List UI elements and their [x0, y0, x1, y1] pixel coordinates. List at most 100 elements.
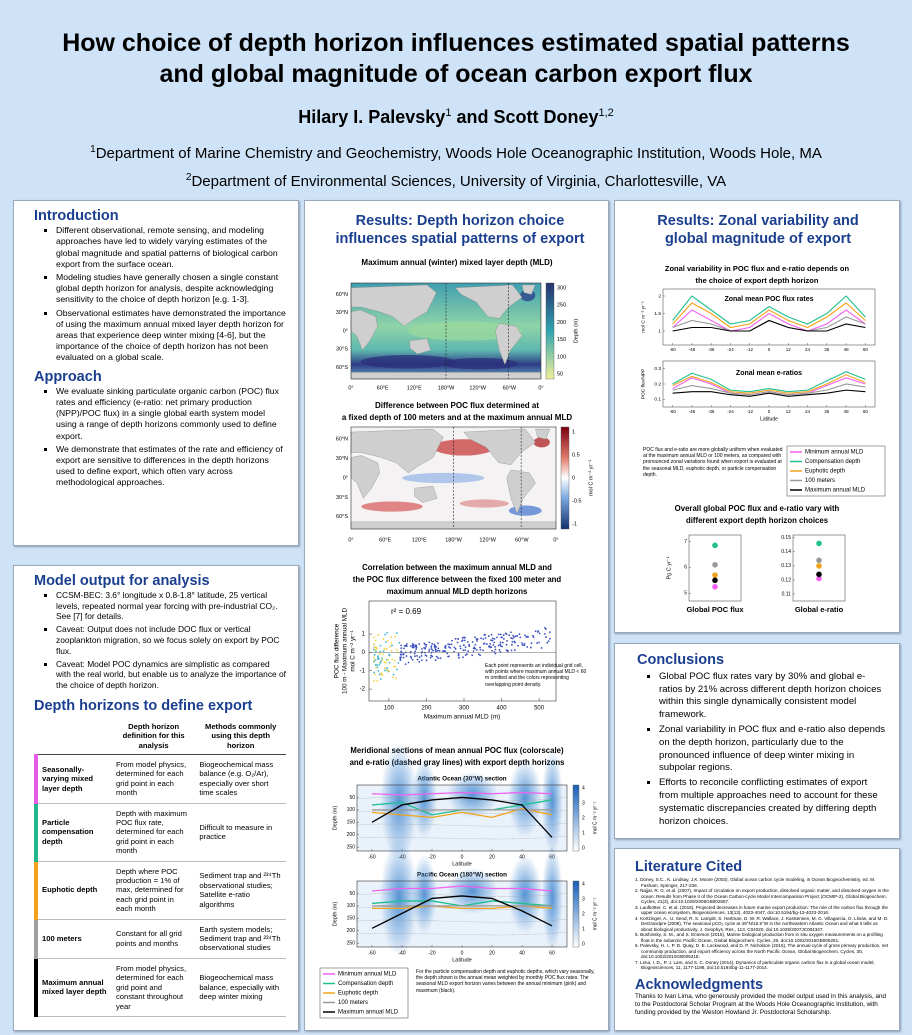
- scatter-point: [479, 646, 481, 649]
- scatter-point: [429, 656, 432, 659]
- scatter-point: [454, 647, 457, 650]
- scatter-point: [491, 637, 494, 640]
- y-tick-label: 50: [349, 795, 355, 801]
- scatter-point: [514, 635, 517, 637]
- x-tick-label: 20: [489, 854, 495, 860]
- scatter-point: [519, 636, 522, 639]
- scatter-point: [430, 645, 433, 648]
- land: [463, 428, 536, 465]
- scatter-point: [404, 663, 407, 666]
- bullet: Zonal variability in POC flux and e-rati…: [659, 724, 887, 775]
- flux-shading: [447, 771, 498, 819]
- lon-label: 120°W: [479, 537, 496, 543]
- y-tick-label: 250: [347, 845, 356, 851]
- colorbar-tick-label: 3: [582, 800, 585, 806]
- e-ratio-contour: [356, 796, 568, 801]
- scatter-point: [428, 641, 431, 644]
- map-shading: [533, 437, 550, 448]
- row-label: Particle compensation depth: [34, 803, 112, 862]
- x-tick-label: -36: [708, 409, 715, 414]
- scatter-point: [545, 636, 547, 638]
- y-tick-label: 0.11: [782, 591, 792, 597]
- colorbar-label: mol C m⁻² yr⁻¹: [592, 801, 598, 834]
- bullet: Different observational, remote sensing,…: [56, 225, 286, 270]
- scatter-point: [384, 633, 387, 636]
- author-sup: 1,2: [598, 107, 614, 119]
- scatter-point: [439, 657, 442, 660]
- x-tick-label: 500: [534, 706, 545, 712]
- scatter-point: [374, 646, 376, 649]
- y-tick-label: 5: [684, 591, 687, 597]
- scatter-point: [414, 650, 417, 653]
- scatter-point: [433, 645, 436, 648]
- y-axis-label: POC flux difference: [334, 623, 341, 678]
- section-heading: Conclusions: [637, 652, 725, 668]
- figure-note-box: For the particle compensation depth and …: [416, 969, 595, 994]
- scatter-point: [527, 636, 529, 638]
- y-tick-label: 6: [684, 565, 687, 571]
- lat-label: 60°S: [336, 514, 348, 520]
- reference: 6. Palevsky, H. I., P. D. Quay, D. E. Lo…: [635, 943, 889, 959]
- scatter-point: [494, 652, 497, 655]
- zonal-line: [672, 374, 866, 394]
- colorbar-tick-label: 0.5: [572, 452, 580, 458]
- land: [350, 309, 378, 351]
- scatter-point: [373, 653, 376, 656]
- scatter-point: [398, 641, 401, 644]
- definition-cell: From model physics, determined for each …: [112, 754, 196, 804]
- row-label: Euphotic depth: [34, 861, 112, 920]
- scatter-point: [390, 636, 392, 639]
- y-tick-label: 0.15: [781, 535, 791, 541]
- affiliation: 2Department of Environmental Sciences, U…: [0, 166, 912, 194]
- scatter-point: [405, 643, 408, 646]
- scatter-point: [464, 636, 466, 639]
- y-axis-label: mol C m⁻² yr⁻¹: [350, 630, 357, 671]
- figure-note: Each point represents an individual grid…: [485, 663, 587, 688]
- scatter-point: [473, 646, 476, 649]
- global-dot: [816, 557, 822, 564]
- scatter-point: [382, 650, 385, 652]
- scatter-point: [434, 646, 436, 649]
- colorbar-tick-label: 1: [582, 830, 585, 836]
- scatter-point: [411, 642, 414, 645]
- scatter-point: [444, 647, 447, 649]
- colorbar: [572, 880, 580, 948]
- scatter-point: [395, 632, 398, 635]
- table-row: Particle compensation depth Depth with ma…: [34, 803, 286, 862]
- author-joiner: and: [456, 107, 489, 127]
- scatter-point: [491, 639, 494, 642]
- x-tick-label: 60: [863, 347, 869, 352]
- scatter-point: [399, 659, 402, 662]
- colorbar-tick-label: 0: [572, 475, 575, 481]
- title: How choice of depth horizon influences e…: [0, 28, 912, 90]
- colorbar-tick-label: 200: [557, 320, 566, 326]
- lat-label: 30°N: [336, 310, 348, 316]
- scatter-point: [487, 635, 490, 638]
- scatter-point: [532, 636, 535, 639]
- scatter-point: [537, 629, 540, 632]
- scatter-point: [411, 658, 414, 661]
- legend-label: Minimum annual MLD: [338, 972, 397, 978]
- scatter-point: [437, 647, 440, 650]
- map-shading: [459, 499, 509, 508]
- scatter-point: [380, 672, 383, 674]
- y-tick-label: 200: [347, 928, 356, 934]
- scatter-point: [400, 653, 403, 656]
- scatter-point: [395, 677, 397, 680]
- scatter-point: [493, 641, 496, 644]
- scatter-point: [375, 650, 377, 653]
- scatter-point: [425, 659, 428, 662]
- scatter-point: [412, 646, 415, 649]
- scatter-point: [428, 648, 431, 651]
- legend-label: Maximum annual MLD: [338, 1010, 399, 1016]
- colorbar-tick-label: 150: [557, 337, 566, 343]
- scatter-point: [391, 658, 394, 661]
- land: [521, 284, 536, 295]
- affiliation-sup: 2: [185, 172, 192, 183]
- y-tick-label: 1: [658, 328, 661, 334]
- y-tick-label: 100: [347, 807, 356, 813]
- x-tick-label: -12: [746, 347, 753, 352]
- scatter-point: [464, 649, 467, 652]
- scatter-point: [383, 647, 386, 650]
- reference: 2. Najjar, R. G. et al. (2007), Impact o…: [635, 888, 889, 904]
